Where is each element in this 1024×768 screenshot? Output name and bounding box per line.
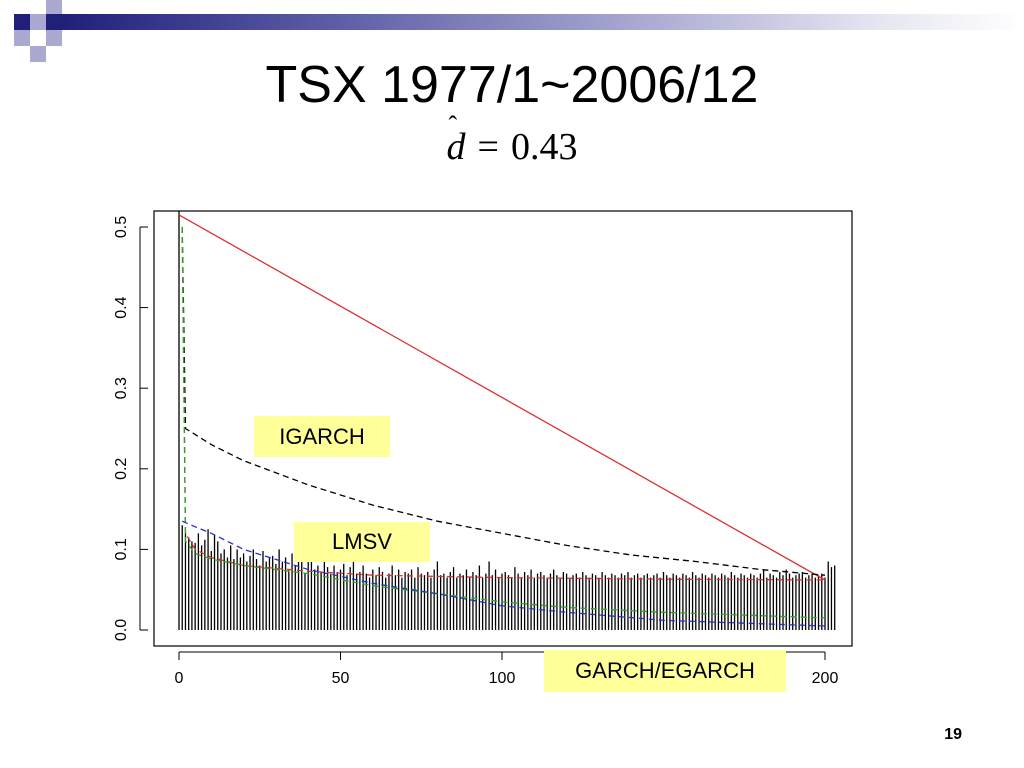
plot-frame <box>153 210 853 647</box>
slide-title: TSX 1977/1~2006/12 <box>265 56 759 114</box>
deco-square <box>30 14 46 30</box>
series-line-garch-egarch <box>181 226 826 581</box>
deco-square <box>14 30 30 46</box>
title-band <box>62 14 1024 30</box>
deco-square <box>46 14 62 30</box>
deco-square <box>46 0 62 14</box>
deco-square <box>46 30 62 46</box>
x-tick-label: 0 <box>175 670 184 687</box>
hat-accent: ˆ <box>448 111 458 140</box>
y-tick-label: 0.4 <box>113 296 130 318</box>
deco-square <box>30 46 46 62</box>
series-line-blue <box>181 520 826 627</box>
x-tick-label: 50 <box>332 670 350 687</box>
x-tick-label: 200 <box>812 670 839 687</box>
estimate-equals: = <box>477 126 499 168</box>
y-tick-label: 0.3 <box>113 377 130 399</box>
y-tick-label: 0.2 <box>113 458 130 480</box>
series-line-igarch <box>178 214 826 581</box>
series-line-lmsv <box>181 226 826 576</box>
decorative-squares <box>0 0 90 70</box>
estimate-formula: ˆ d = 0.43 <box>0 111 1024 169</box>
y-tick-label: 0.5 <box>113 216 130 238</box>
garch-egarch-label: GARCH/EGARCH <box>544 650 786 692</box>
igarch-label: IGARCH <box>254 416 390 457</box>
estimate-symbol-letter: d <box>446 126 466 168</box>
deco-square <box>30 30 46 46</box>
lmsv-label: LMSV <box>294 522 430 562</box>
deco-square <box>14 14 30 30</box>
page-number: 19 <box>944 726 962 743</box>
y-tick-label: 0.1 <box>113 538 130 560</box>
series-line-green <box>181 226 826 619</box>
estimate-value: 0.43 <box>510 126 578 168</box>
y-tick-label: 0.0 <box>113 619 130 641</box>
x-tick-label: 100 <box>489 670 516 687</box>
